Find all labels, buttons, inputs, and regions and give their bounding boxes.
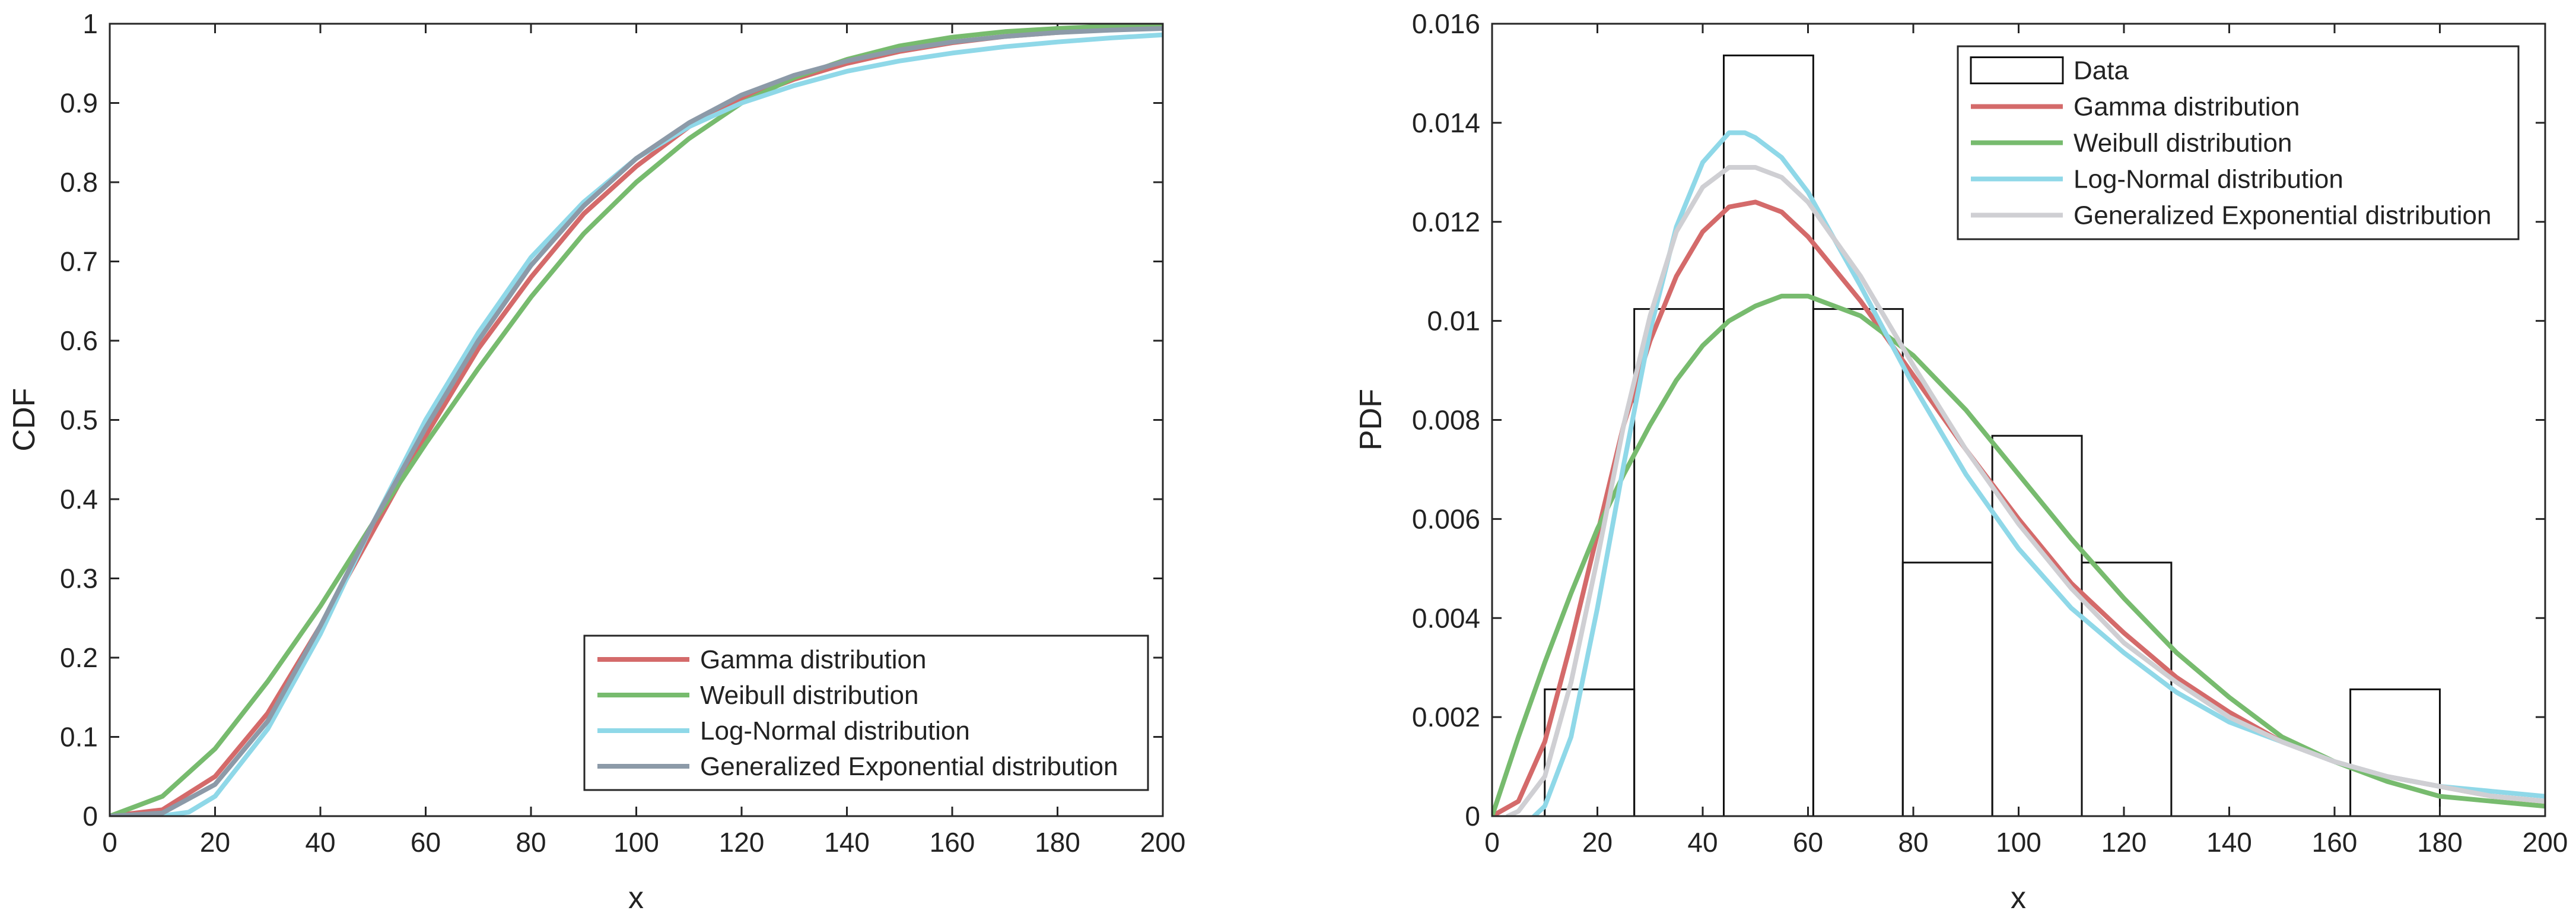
pdf-xtick-label: 160 [2312, 827, 2358, 858]
cdf-ytick-label: 0.5 [60, 405, 98, 436]
legend-label-log-normal-distribution: Log-Normal distribution [2073, 165, 2343, 194]
pdf-ytick-label: 0.004 [1412, 602, 1480, 633]
cdf-xtick-label: 200 [1140, 827, 1186, 858]
legend-label-gamma-distribution: Gamma distribution [700, 645, 926, 674]
pdf-xtick-label: 180 [2417, 827, 2463, 858]
pdf-ytick-label: 0.014 [1412, 107, 1480, 138]
cdf-axes-box [109, 23, 1164, 817]
cdf-xtick-label: 60 [411, 827, 441, 858]
cdf-legend: Gamma distribution Weibull distribution Lo… [583, 635, 1149, 791]
pdf-xtick-label: 20 [1582, 827, 1613, 858]
cdf-ytick-label: 1 [82, 8, 98, 39]
pdf-xtick-label: 40 [1687, 827, 1718, 858]
pdf-xtick-label: 100 [1996, 827, 2041, 858]
legend-label-gamma-distribution: Gamma distribution [2073, 93, 2300, 122]
pdf-y-axis-label: PDF [1354, 389, 1388, 451]
pdf-tick-labels: 0 20 40 60 80 100 120 140 160 180 200 0 0.002 0.004 0.… [1412, 8, 2568, 858]
legend-label-log-normal-distribution: Log-Normal distribution [700, 716, 970, 745]
legend-label-weibull-distribution: Weibull distribution [700, 681, 918, 710]
cdf-xtick-label: 20 [200, 827, 230, 858]
legend-label-data: Data [2073, 56, 2129, 85]
cdf-ytick-label: 0.9 [60, 88, 98, 119]
pdf-xtick-label: 140 [2206, 827, 2252, 858]
pdf-ytick-label: 0.012 [1412, 207, 1480, 237]
cdf-xtick-label: 140 [824, 827, 870, 858]
pdf-x-axis-label: x [2011, 881, 2026, 915]
pdf-ytick-label: 0.008 [1412, 405, 1480, 436]
pdf-xtick-label: 80 [1898, 827, 1928, 858]
cdf-ytick-label: 0.3 [60, 563, 98, 594]
cdf-xtick-label: 100 [613, 827, 659, 858]
legend-label-weibull-distribution: Weibull distribution [2073, 129, 2292, 158]
legend-label-generalized-exponential-distribution: Generalized Exponential distribution [700, 752, 1118, 781]
cdf-y-axis-label: CDF [7, 388, 42, 452]
pdf-xtick-label: 0 [1484, 827, 1500, 858]
pdf-ytick-label: 0.016 [1412, 8, 1480, 39]
cdf-chart: 0 20 40 60 80 100 120 140 160 180 200 0 0.1 0.2 0.3 0.4… [7, 8, 1185, 915]
cdf-xtick-label: 160 [930, 827, 975, 858]
legend-swatch-data [1970, 56, 2064, 84]
cdf-ytick-label: 0.2 [60, 642, 98, 673]
cdf-xtick-label: 80 [516, 827, 546, 858]
pdf-ytick-label: 0.006 [1412, 503, 1480, 534]
cdf-xtick-label: 0 [102, 827, 117, 858]
pdf-legend: Data Gamma distribution Weibull distributi… [1957, 45, 2520, 240]
pdf-xtick-label: 120 [2101, 827, 2147, 858]
legend-label-generalized-exponential-distribution: Generalized Exponential distribution [2073, 201, 2491, 230]
pdf-xtick-label: 60 [1793, 827, 1823, 858]
pdf-lines [1492, 130, 2545, 816]
cdf-ytick-label: 0.4 [60, 484, 98, 515]
pdf-ytick-label: 0 [1465, 801, 1480, 832]
cdf-ytick-label: 0.7 [60, 246, 98, 277]
generalized-exponential-distribution-line [1505, 165, 2545, 816]
cdf-ytick-label: 0.8 [60, 167, 98, 198]
weibull-distribution-line [110, 24, 1163, 816]
cdf-xtick-label: 120 [719, 827, 765, 858]
cdf-tick-labels: 0 20 40 60 80 100 120 140 160 180 200 0 0.1 0.2 0.3 0.4… [60, 8, 1185, 858]
pdf-ytick-label: 0.01 [1427, 306, 1480, 337]
cdf-x-axis-label: x [628, 881, 644, 915]
cdf-ytick-label: 0.6 [60, 325, 98, 356]
cdf-ytick-label: 0 [82, 801, 98, 832]
pdf-ytick-label: 0.002 [1412, 702, 1480, 732]
cdf-xtick-label: 180 [1035, 827, 1080, 858]
pdf-axes-box [1491, 23, 2546, 817]
cdf-ytick-label: 0.1 [60, 722, 98, 753]
cdf-lines [110, 24, 1163, 816]
cdf-ticks [109, 23, 1164, 817]
pdf-xtick-label: 200 [2523, 827, 2568, 858]
cdf-xtick-label: 40 [305, 827, 335, 858]
pdf-chart: 0 20 40 60 80 100 120 140 160 180 200 0 0.002 0.004 0.… [1354, 8, 2568, 915]
generalized-exponential-distribution-line [110, 26, 1163, 816]
